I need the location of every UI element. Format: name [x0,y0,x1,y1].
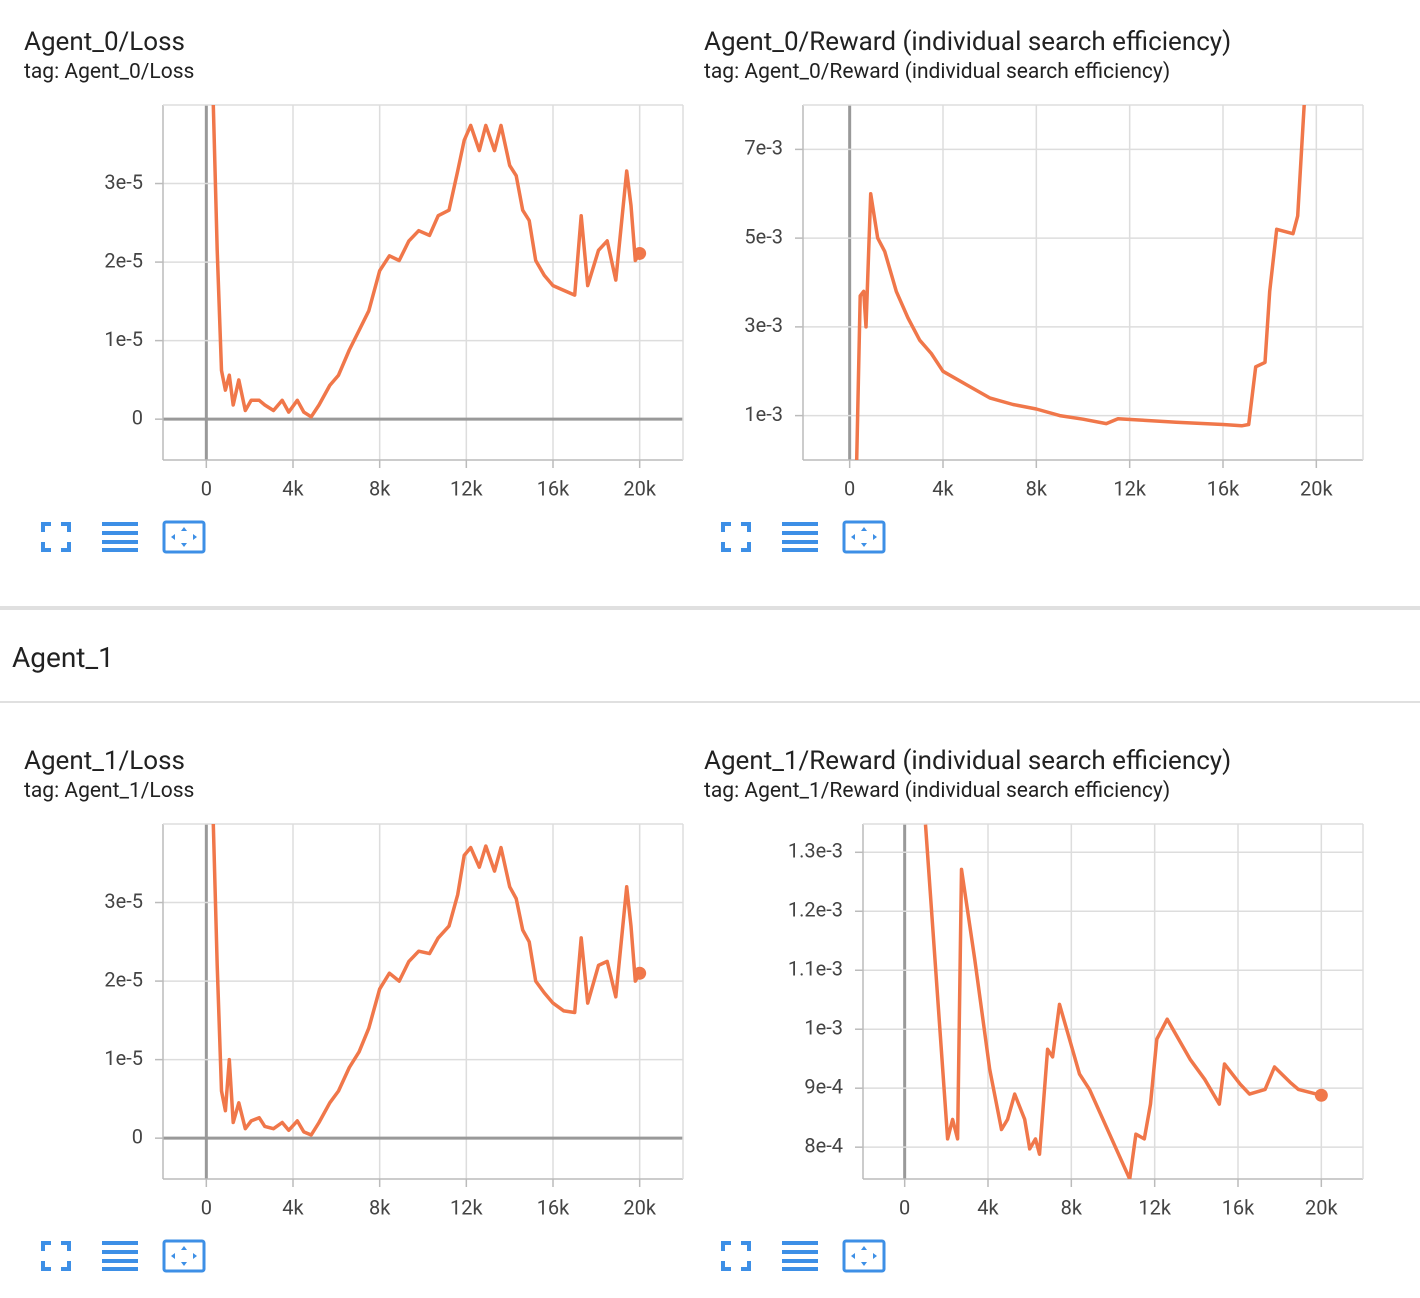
y-tick-label: 0 [132,1124,143,1148]
y-tick-label: 7e-3 [744,136,783,160]
fit-domain-button[interactable] [162,520,206,554]
x-tick-label: 4k [977,1195,999,1219]
y-tick-label: 2e-5 [104,967,143,991]
section-divider [0,701,1420,703]
x-tick-label: 4k [282,476,304,500]
log-toggle-button[interactable] [782,1241,818,1271]
y-tick-label: 2e-5 [104,248,143,272]
fit-domain-button[interactable] [162,1239,206,1273]
fit-domain-button[interactable] [842,520,886,554]
section-divider [0,606,1420,610]
x-tick-label: 4k [282,1195,304,1219]
chart-title: Agent_0/Reward (individual search effici… [704,27,1231,57]
x-tick-label: 8k [369,1195,391,1219]
last-point [633,966,647,980]
x-tick-label: 12k [1138,1195,1171,1219]
x-tick-label: 16k [1222,1195,1255,1219]
chart-subtitle: tag: Agent_1/Loss [24,779,194,803]
chart-title: Agent_0/Loss [24,27,185,57]
chart-title: Agent_1/Loss [24,746,185,776]
y-tick-label: 3e-5 [104,889,143,913]
chart: Agent_0/Loss tag: Agent_0/Loss 0 4k 8k 12k 16k… [24,27,684,500]
series-line [923,824,1322,1179]
y-tick-label: 8e-4 [804,1133,843,1157]
y-tick-label: 1.2e-3 [788,898,843,922]
last-point [633,246,647,260]
last-point [1314,1088,1328,1102]
x-tick-label: 8k [1026,476,1048,500]
fit-domain-button[interactable] [842,1239,886,1273]
series-line [211,824,642,1137]
chart-subtitle: tag: Agent_1/Reward (individual search e… [704,779,1170,803]
y-tick-label: 9e-4 [804,1074,843,1098]
log-toggle-button[interactable] [102,522,138,552]
log-toggle-button[interactable] [782,522,818,552]
y-tick-label: 1e-3 [744,402,783,426]
x-tick-label: 20k [1305,1195,1338,1219]
x-tick-label: 16k [1207,476,1240,500]
fullscreen-button[interactable] [41,522,71,552]
x-tick-label: 8k [369,476,391,500]
chart: Agent_0/Reward (individual search effici… [704,27,1364,500]
log-toggle-button[interactable] [102,1241,138,1271]
x-tick-label: 12k [450,1195,483,1219]
chart-subtitle: tag: Agent_0/Reward (individual search e… [704,60,1170,84]
fullscreen-button[interactable] [41,1241,71,1271]
x-tick-label: 0 [899,1195,910,1219]
series-line [211,105,642,419]
y-tick-label: 1e-3 [804,1015,843,1039]
x-tick-label: 0 [844,476,855,500]
chart: Agent_1/Reward (individual search effici… [704,746,1364,1219]
y-tick-label: 0 [132,405,143,429]
y-tick-label: 1.3e-3 [788,839,843,863]
chart-title: Agent_1/Reward (individual search effici… [704,746,1231,776]
x-tick-label: 20k [623,1195,656,1219]
fullscreen-button[interactable] [721,522,751,552]
x-tick-label: 12k [1113,476,1146,500]
x-tick-label: 20k [623,476,656,500]
chart-icons [41,520,886,1273]
x-tick-label: 8k [1061,1195,1083,1219]
x-tick-label: 20k [1300,476,1333,500]
x-tick-label: 0 [201,476,212,500]
chart: Agent_1/Loss tag: Agent_1/Loss 0 4k 8k 12k 16k… [24,746,684,1219]
y-tick-label: 3e-5 [104,170,143,194]
series-line [854,105,1306,460]
section-title: Agent_1 [12,641,114,674]
chart-subtitle: tag: Agent_0/Loss [24,60,194,84]
x-tick-label: 12k [450,476,483,500]
y-tick-label: 1.1e-3 [788,957,843,981]
y-tick-label: 1e-5 [104,327,143,351]
x-tick-label: 0 [201,1195,212,1219]
y-tick-label: 1e-5 [104,1046,143,1070]
x-tick-label: 16k [537,476,570,500]
fullscreen-button[interactable] [721,1241,751,1271]
x-tick-label: 16k [537,1195,570,1219]
y-tick-label: 3e-3 [744,313,783,337]
y-tick-label: 5e-3 [744,224,783,248]
x-tick-label: 4k [932,476,954,500]
